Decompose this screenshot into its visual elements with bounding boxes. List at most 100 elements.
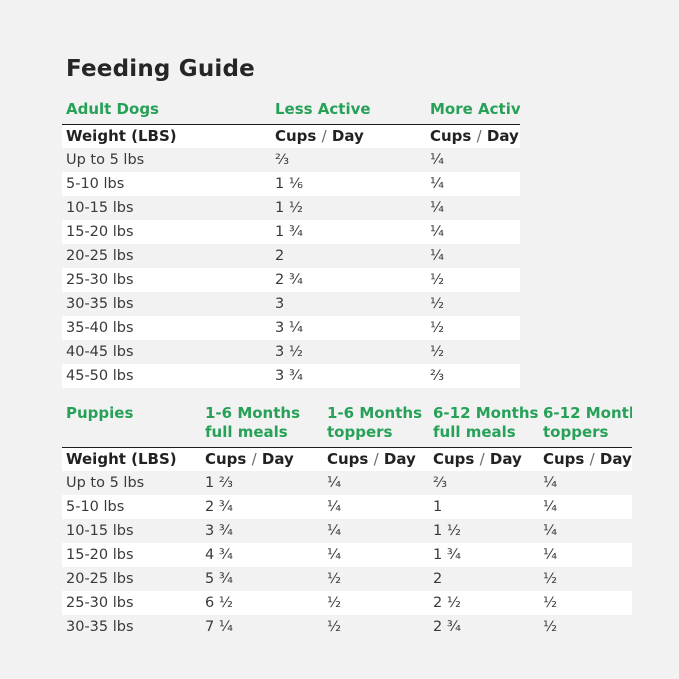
value-cell: 3: [275, 296, 285, 312]
slash-separator: /: [476, 127, 482, 145]
cups-label: Cups: [433, 450, 475, 468]
cups-label: Cups: [430, 127, 472, 145]
value-cell: ½: [327, 619, 342, 635]
value-cell: ¼: [543, 547, 558, 563]
value-cell: 3 ¼: [275, 320, 303, 336]
value-cell: ½: [430, 320, 445, 336]
weight-cell: 15-20 lbs: [66, 547, 134, 563]
table-row: Up to 5 lbs 1 ⅔ ¼ ⅔ ¼: [62, 471, 632, 495]
weight-cell: Up to 5 lbs: [66, 152, 145, 168]
day-label: Day: [331, 127, 364, 145]
slash-separator: /: [321, 127, 327, 145]
table-row: 20-25 lbs 2 ¼: [62, 244, 520, 268]
puppies-table-rows: Up to 5 lbs 1 ⅔ ¼ ⅔ ¼ 5-10 lbs 2 ¾ ¼ 1 ¼…: [62, 471, 632, 639]
cups-day-header: Cups / Day: [430, 125, 520, 148]
column-header-line2: full meals: [205, 423, 288, 441]
value-cell: ¼: [327, 523, 342, 539]
column-header-line1: 1-6 Months: [205, 404, 301, 422]
value-cell: ½: [430, 296, 445, 312]
value-cell: ⅔: [433, 475, 448, 491]
value-cell: ¼: [327, 547, 342, 563]
weight-cell: 15-20 lbs: [66, 224, 134, 240]
table-row: 20-25 lbs 5 ¾ ½ 2 ½: [62, 567, 632, 591]
table-row: 15-20 lbs 1 ¾ ¼: [62, 220, 520, 244]
table-row: 5-10 lbs 2 ¾ ¼ 1 ¼: [62, 495, 632, 519]
cups-day-header: Cups / Day: [433, 448, 543, 471]
table-row: 15-20 lbs 4 ¾ ¼ 1 ¾ ¼: [62, 543, 632, 567]
puppies-units-header-row: Weight (LBS) Cups / Day Cups / Day Cups …: [62, 447, 632, 471]
adult-dogs-table: Adult Dogs Less Active More Active Weigh…: [62, 100, 520, 388]
weight-cell: 20-25 lbs: [66, 248, 134, 264]
weight-cell: 5-10 lbs: [66, 499, 125, 515]
value-cell: 2: [433, 571, 443, 587]
value-cell: ¼: [430, 248, 445, 264]
table-row: 45-50 lbs 3 ¾ ⅔: [62, 364, 520, 388]
day-label: Day: [383, 450, 416, 468]
slash-separator: /: [589, 450, 595, 468]
value-cell: ½: [543, 619, 558, 635]
value-cell: 2: [275, 248, 285, 264]
adult-table-rows: Up to 5 lbs ⅔ ¼ 5-10 lbs 1 ⅙ ¼ 10-15 lbs…: [62, 148, 520, 388]
value-cell: 2 ¾: [433, 619, 461, 635]
value-cell: ½: [430, 344, 445, 360]
table-row: 25-30 lbs 6 ½ ½ 2 ½ ½: [62, 591, 632, 615]
value-cell: 6 ½: [205, 595, 233, 611]
page-title: Feeding Guide: [66, 56, 255, 82]
value-cell: 4 ¾: [205, 547, 233, 563]
value-cell: 3 ½: [275, 344, 303, 360]
cups-label: Cups: [327, 450, 369, 468]
value-cell: 2 ¾: [275, 272, 303, 288]
table-row: 10-15 lbs 1 ½ ¼: [62, 196, 520, 220]
value-cell: 1 ¾: [275, 224, 303, 240]
table-row: 40-45 lbs 3 ½ ½: [62, 340, 520, 364]
value-cell: ½: [327, 571, 342, 587]
adult-section-label: Adult Dogs: [66, 100, 159, 118]
table-row: 30-35 lbs 3 ½: [62, 292, 520, 316]
column-header-more-active: More Active: [430, 100, 520, 118]
value-cell: ½: [543, 595, 558, 611]
value-cell: ½: [430, 272, 445, 288]
weight-cell: Up to 5 lbs: [66, 475, 145, 491]
cups-day-header: Cups / Day: [275, 125, 430, 148]
column-header-line2: toppers: [327, 423, 393, 441]
value-cell: 1 ⅔: [205, 475, 233, 491]
value-cell: 1 ½: [433, 523, 461, 539]
cups-label: Cups: [275, 127, 317, 145]
value-cell: ¼: [327, 499, 342, 515]
weight-cell: 10-15 lbs: [66, 200, 134, 216]
value-cell: ¼: [430, 200, 445, 216]
weight-cell: 45-50 lbs: [66, 368, 134, 384]
puppies-table: Puppies 1-6 Months full meals 1-6 Months t…: [62, 404, 632, 639]
cups-label: Cups: [205, 450, 247, 468]
cups-day-header: Cups / Day: [327, 448, 433, 471]
table-row: 30-35 lbs 7 ¼ ½ 2 ¾ ½: [62, 615, 632, 639]
value-cell: ¼: [543, 523, 558, 539]
value-cell: 7 ¼: [205, 619, 233, 635]
cups-day-header: Cups / Day: [543, 448, 632, 471]
weight-cell: 20-25 lbs: [66, 571, 134, 587]
weight-cell: 25-30 lbs: [66, 272, 134, 288]
column-header-line1: 6-12 Months: [543, 404, 632, 422]
weight-cell: 30-35 lbs: [66, 619, 134, 635]
value-cell: ¼: [430, 224, 445, 240]
weight-cell: 35-40 lbs: [66, 320, 134, 336]
table-row: 25-30 lbs 2 ¾ ½: [62, 268, 520, 292]
table-row: 10-15 lbs 3 ¾ ¼ 1 ½ ¼: [62, 519, 632, 543]
column-header-line1: 6-12 Months: [433, 404, 539, 422]
day-label: Day: [486, 127, 519, 145]
value-cell: 1 ¾: [433, 547, 461, 563]
value-cell: 1 ½: [275, 200, 303, 216]
column-header-1-6-full-meals: 1-6 Months full meals: [205, 404, 327, 442]
column-header-less-active: Less Active: [275, 100, 371, 118]
adult-section-header-row: Adult Dogs Less Active More Active: [62, 100, 520, 124]
adult-units-header-row: Weight (LBS) Cups / Day Cups / Day: [62, 124, 520, 148]
weight-cell: 30-35 lbs: [66, 296, 134, 312]
weight-cell: 5-10 lbs: [66, 176, 125, 192]
day-label: Day: [489, 450, 522, 468]
table-row: 5-10 lbs 1 ⅙ ¼: [62, 172, 520, 196]
column-header-line2: toppers: [543, 423, 609, 441]
table-row: 35-40 lbs 3 ¼ ½: [62, 316, 520, 340]
value-cell: ½: [543, 571, 558, 587]
value-cell: ¼: [327, 475, 342, 491]
